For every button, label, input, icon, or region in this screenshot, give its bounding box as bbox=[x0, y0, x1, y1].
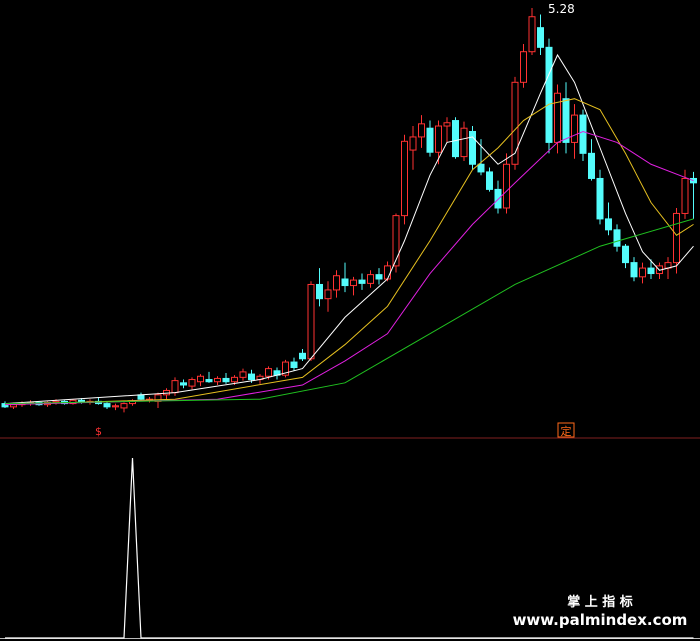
signal-marker: $ bbox=[95, 425, 102, 438]
candle-body bbox=[392, 215, 400, 267]
candle-body bbox=[120, 403, 128, 409]
candle-body bbox=[265, 368, 272, 377]
candle-body bbox=[681, 177, 689, 214]
candle-body bbox=[290, 361, 298, 369]
candle-body bbox=[443, 122, 451, 127]
candle-body bbox=[435, 125, 442, 153]
watermark-title: 掌 上 指 标 bbox=[567, 594, 633, 610]
candle-body bbox=[622, 245, 629, 264]
candle-body bbox=[409, 136, 417, 151]
candle-body bbox=[375, 274, 383, 280]
candle-body bbox=[639, 267, 646, 278]
candle-body bbox=[1, 403, 9, 408]
candle-body bbox=[316, 283, 323, 300]
candle-body bbox=[562, 98, 570, 143]
candle-body bbox=[248, 373, 255, 381]
candle-body bbox=[571, 114, 578, 143]
marker-box bbox=[557, 422, 575, 438]
candle-body bbox=[137, 394, 145, 400]
candle-body bbox=[384, 265, 391, 280]
candle-body bbox=[333, 275, 340, 291]
candle-body bbox=[503, 163, 510, 209]
candle-body bbox=[673, 212, 680, 264]
candle-body bbox=[494, 188, 502, 209]
candle-body bbox=[418, 123, 425, 138]
candle-body bbox=[477, 163, 485, 173]
candle-body bbox=[545, 46, 553, 143]
candle-body bbox=[222, 377, 230, 383]
signal-marker: 定 bbox=[561, 424, 572, 438]
candle-body bbox=[452, 120, 459, 158]
candle-body bbox=[231, 376, 238, 383]
candle-body bbox=[239, 371, 247, 378]
candle-body bbox=[205, 379, 213, 383]
candle-body bbox=[426, 127, 434, 153]
candle-body bbox=[112, 405, 119, 408]
candle-body bbox=[486, 171, 493, 190]
candle-body bbox=[324, 289, 332, 300]
candle-body bbox=[554, 92, 561, 143]
candle-body bbox=[588, 152, 595, 179]
candle-body bbox=[647, 267, 655, 275]
candle-body bbox=[188, 379, 196, 387]
moving-average bbox=[4, 130, 694, 406]
candle-body bbox=[579, 114, 587, 154]
candle-body bbox=[520, 51, 527, 83]
candle-body bbox=[367, 274, 374, 284]
moving-average bbox=[4, 53, 694, 405]
moving-average bbox=[4, 218, 694, 405]
candle-body bbox=[460, 127, 468, 158]
candle-body bbox=[358, 279, 366, 284]
candle-body bbox=[613, 229, 621, 247]
candle-body bbox=[282, 361, 289, 376]
candle-body bbox=[528, 16, 536, 53]
candle-body bbox=[630, 262, 638, 278]
candle-body bbox=[214, 377, 221, 383]
candle-body bbox=[341, 278, 349, 287]
candle-body bbox=[299, 352, 306, 360]
candle-body bbox=[307, 283, 315, 360]
high-label: 5.28 bbox=[548, 2, 575, 16]
candle-body bbox=[197, 375, 204, 383]
candle-body bbox=[180, 382, 187, 386]
candle-body bbox=[350, 279, 357, 287]
moving-average bbox=[4, 98, 694, 406]
candle-body bbox=[171, 380, 179, 394]
candle-body bbox=[469, 130, 476, 165]
candle-body bbox=[537, 27, 544, 48]
candle-body bbox=[605, 218, 612, 231]
indicator-line bbox=[5, 457, 694, 639]
candle-body bbox=[596, 177, 604, 220]
candle-body bbox=[103, 403, 111, 408]
candle-body bbox=[511, 81, 519, 165]
candle-body bbox=[401, 140, 408, 217]
watermark-url: www.palmindex.com bbox=[513, 611, 688, 629]
